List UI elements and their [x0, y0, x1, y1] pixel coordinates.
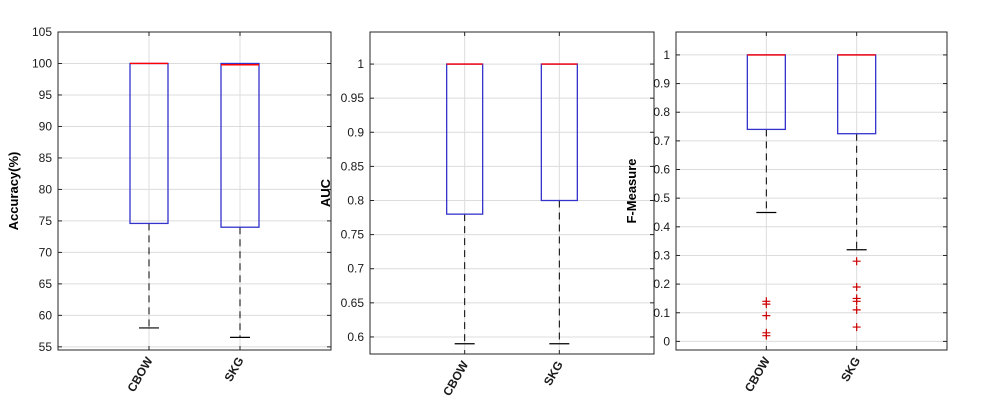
- outlier-marker: [762, 311, 771, 320]
- chart-panel-2: 0.6 0.65 0.7 0.75 0.8 0.85 0.9 0.95 1 CBOW SKG AUC: [318, 31, 655, 398]
- y-tick-label: 0.6: [653, 163, 670, 177]
- y-tick-label: 0.65: [341, 296, 365, 310]
- y-tick-label: 0.8: [347, 194, 364, 208]
- y-tick-label: 75: [39, 214, 53, 228]
- box-skg: [220, 62, 260, 339]
- x-category-label: SKG: [221, 355, 246, 385]
- x-category-label: CBOW: [124, 354, 155, 394]
- box-cbow: [746, 54, 786, 340]
- y-tick-label: 0.5: [653, 191, 670, 205]
- box-skg: [837, 54, 877, 332]
- outlier-marker: [852, 323, 861, 332]
- y-axis-label: Accuracy(%): [6, 152, 21, 231]
- box-cbow: [446, 63, 484, 345]
- y-tick-label: 0.6: [347, 330, 364, 344]
- outlier-marker: [762, 331, 771, 340]
- y-tick-label: 55: [39, 340, 53, 354]
- outlier-marker: [852, 257, 861, 266]
- box-cbow: [129, 62, 169, 329]
- y-tick-label: 100: [32, 56, 52, 70]
- y-tick-label: 95: [39, 88, 53, 102]
- plot-area: [370, 32, 654, 354]
- y-tick-label: 60: [39, 308, 53, 322]
- y-tick-label: 85: [39, 151, 53, 165]
- x-category-label: CBOW: [440, 358, 471, 398]
- outlier-marker: [852, 282, 861, 291]
- chart-panel-1: 55 60 65 70 75 80 85 90 95 100 105 CBOW SKG Accuracy(…: [6, 25, 332, 394]
- y-tick-label: 70: [39, 245, 53, 259]
- y-tick-label: 0.2: [653, 277, 670, 291]
- y-tick-label: 0.95: [341, 91, 365, 105]
- y-tick-label: 1: [663, 48, 670, 62]
- y-tick-label: 0.4: [653, 220, 670, 234]
- plot-area: [676, 32, 947, 350]
- outlier-marker: [852, 297, 861, 306]
- y-tick-label: 0.9: [653, 77, 670, 91]
- y-tick-label: 0: [663, 334, 670, 348]
- y-axis-label: F-Measure: [624, 158, 639, 223]
- y-tick-label: 0.3: [653, 248, 670, 262]
- x-category-label: CBOW: [742, 354, 773, 394]
- axes-frame: [675, 31, 948, 351]
- y-tick-label: 0.1: [653, 306, 670, 320]
- y-tick-label: 0.75: [341, 228, 365, 242]
- y-tick-label: 90: [39, 119, 53, 133]
- box-body: [220, 62, 260, 228]
- y-tick-label: 0.7: [653, 134, 670, 148]
- y-tick-label: 65: [39, 277, 53, 291]
- axes-frame: [369, 31, 655, 355]
- y-tick-label: 0.7: [347, 262, 364, 276]
- box-skg: [540, 63, 578, 345]
- x-category-label: SKG: [541, 359, 566, 389]
- x-category-label: SKG: [838, 355, 863, 385]
- y-tick-label: 0.8: [653, 105, 670, 119]
- axes-frame: [57, 31, 332, 351]
- outlier-marker: [762, 300, 771, 309]
- y-tick-label: 0.85: [341, 159, 365, 173]
- outlier-marker: [852, 305, 861, 314]
- y-tick-label: 80: [39, 182, 53, 196]
- y-tick-label: 1: [357, 57, 364, 71]
- y-tick-label: 0.9: [347, 125, 364, 139]
- y-tick-label: 105: [32, 25, 52, 39]
- chart-panel-3: 0 0.1 0.2 0.3 0.4 0.5 0.6 0.7 0.8 0.9 1 CBOW SKG F-Me…: [624, 31, 948, 394]
- plot-area: [58, 32, 331, 350]
- y-axis-label: AUC: [318, 178, 333, 207]
